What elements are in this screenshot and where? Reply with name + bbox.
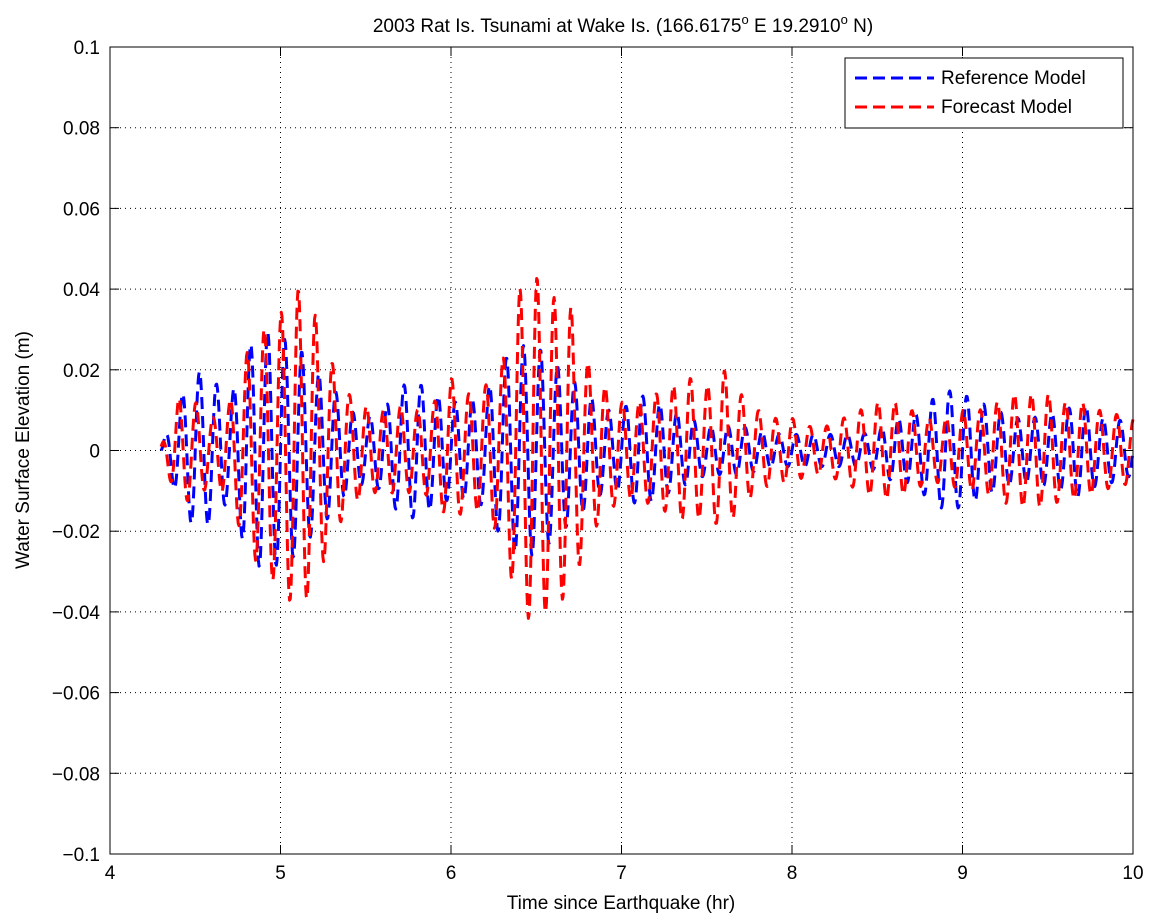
y-tick-label: −0.02 <box>52 522 100 543</box>
x-tick-label: 6 <box>446 863 457 884</box>
plot-series <box>159 276 1135 620</box>
chart-title: 2003 Rat Is. Tsunami at Wake Is. (166.61… <box>373 12 873 37</box>
legend-label-reference: Reference Model <box>941 68 1086 89</box>
title-middle: E 19.2910 <box>749 16 841 37</box>
x-tick-label: 4 <box>105 863 116 884</box>
series-line-forecast-model <box>159 276 1135 620</box>
x-tick-labels: 4 5 6 7 8 9 10 <box>105 863 1144 884</box>
y-tick-label: 0.08 <box>63 119 100 140</box>
y-tick-label: −0.04 <box>52 603 101 624</box>
y-tick-label: 0.04 <box>63 280 100 301</box>
y-tick-label: 0.06 <box>63 199 100 220</box>
y-tick-label: −0.08 <box>52 764 100 785</box>
x-tick-label: 9 <box>957 863 968 884</box>
x-axis-label: Time since Earthquake (hr) <box>507 893 735 914</box>
legend-box <box>844 57 1124 129</box>
y-axis-label: Water Surface Elevation (m) <box>13 331 34 569</box>
y-tick-label: 0 <box>89 442 100 463</box>
y-tick-label: −0.06 <box>52 684 100 705</box>
x-tick-label: 10 <box>1122 863 1143 884</box>
y-tick-label: 0.02 <box>63 361 100 382</box>
legend: Reference Model Forecast Model <box>844 57 1124 129</box>
title-degree-1: o <box>741 12 748 27</box>
title-suffix: N) <box>848 16 873 37</box>
y-tick-labels: −0.1 −0.08 −0.06 −0.04 −0.02 0 0.02 0.04 0.06 0.0… <box>52 38 101 866</box>
title-prefix: 2003 Rat Is. Tsunami at Wake Is. (166.61… <box>373 16 742 37</box>
x-tick-label: 8 <box>787 863 798 884</box>
x-tick-label: 5 <box>275 863 286 884</box>
axis-ticks <box>109 46 1134 855</box>
x-tick-label: 7 <box>616 863 627 884</box>
legend-label-forecast: Forecast Model <box>941 97 1072 118</box>
y-tick-label: −0.1 <box>62 845 100 866</box>
title-degree-2: o <box>841 12 848 27</box>
series-line-reference-model <box>159 330 1135 568</box>
y-tick-label: 0.1 <box>74 38 100 59</box>
